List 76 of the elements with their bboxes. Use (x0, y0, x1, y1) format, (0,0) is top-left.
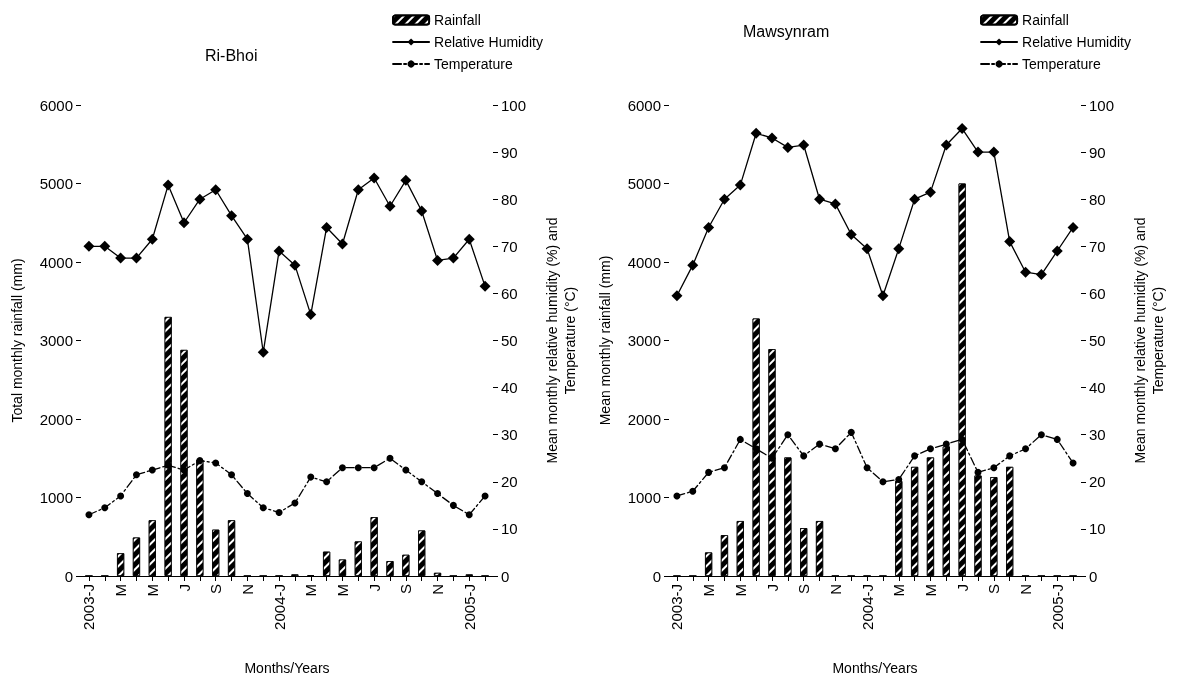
y2-tick-label: 60 (1089, 284, 1106, 302)
y2-tick-label: 0 (1089, 567, 1098, 585)
x-tick-label: J (953, 584, 971, 592)
y2-tick-label: 90 (1089, 143, 1106, 161)
y-axis-title: Total monthly rainfall (mm) (9, 258, 25, 423)
y2-tick-label: 100 (501, 96, 527, 114)
legend-label: Relative Humidity (434, 34, 544, 50)
x-axis-title: Months/Years (244, 660, 330, 676)
y-tick-label: 0 (652, 567, 661, 585)
legend-label: Relative Humidity (1022, 34, 1132, 50)
x-tick-label: M (333, 584, 351, 597)
y2-tick-label: 20 (1089, 473, 1106, 491)
y2-tick-label: 80 (501, 190, 518, 208)
x-tick-label: 2004-J (270, 584, 288, 630)
x-tick-label: M (143, 584, 161, 597)
y-tick-label: 3000 (627, 332, 661, 349)
x-tick-label: N (1017, 584, 1035, 595)
legend-label: Temperature (434, 56, 513, 72)
y2-axis-title: Mean monthly relative humidity (%) and Temperature (°C) (1132, 217, 1166, 464)
x-tick-label: 2004-J (858, 584, 876, 630)
y2-tick-label: 50 (1089, 332, 1106, 349)
y-tick-label: 5000 (39, 175, 73, 192)
y2-axis-title: Mean monthly relative humidity (%) and Temperature (°C) (544, 217, 578, 464)
y2-tick-label: 0 (501, 567, 510, 585)
y-tick-label: 2000 (627, 410, 661, 428)
y2-tick-label: 80 (1089, 190, 1106, 208)
y2-tick-label: 20 (501, 473, 518, 491)
y-tick-label: 0 (64, 567, 73, 585)
y-tick-label: 3000 (39, 332, 73, 349)
x-tick-label: M (731, 584, 749, 597)
x-tick-label: S (985, 584, 1003, 595)
y2-tick-label: 40 (1089, 379, 1106, 397)
x-tick-label: N (826, 584, 844, 595)
x-tick-label: J (175, 584, 193, 592)
y2-tick-label: 100 (1089, 96, 1115, 114)
x-axis-title: Months/Years (832, 660, 918, 676)
y2-tick-label: 10 (501, 520, 518, 538)
x-tick-label: N (429, 584, 447, 595)
x-tick-label: M (890, 584, 908, 597)
chart-title: Ri-Bhoi (205, 46, 258, 64)
x-tick-label: S (207, 584, 225, 595)
x-tick-label: 2005-J (1048, 584, 1066, 630)
x-tick-label: 2003-J (80, 584, 98, 630)
y2-tick-label: 30 (1089, 426, 1106, 444)
chart-title: Mawsynram (743, 22, 830, 40)
x-tick-label: M (921, 584, 939, 597)
y-axis-title: Mean monthly rainfall (mm) (597, 255, 613, 426)
y-tick-label: 6000 (39, 96, 73, 114)
x-tick-label: M (112, 584, 130, 597)
y-tick-label: 5000 (627, 175, 661, 192)
y2-tick-label: 30 (501, 426, 518, 444)
legend-label: Temperature (1022, 56, 1101, 72)
legend-label: Rainfall (1022, 12, 1069, 28)
legend-label: Rainfall (434, 12, 481, 28)
y-tick-label: 4000 (627, 253, 661, 271)
x-tick-label: S (397, 584, 415, 595)
y-tick-label: 1000 (627, 489, 661, 506)
y2-tick-label: 40 (501, 379, 518, 397)
x-tick-label: 2005-J (460, 584, 478, 630)
y2-tick-label: 90 (501, 143, 518, 161)
y-tick-label: 2000 (39, 410, 73, 428)
x-tick-label: S (795, 584, 813, 595)
y-tick-label: 1000 (39, 489, 73, 506)
x-tick-label: 2003-J (668, 584, 686, 630)
x-tick-label: M (700, 584, 718, 597)
y2-tick-label: 50 (501, 332, 518, 349)
y-tick-label: 4000 (39, 253, 73, 271)
y-tick-label: 6000 (627, 96, 661, 114)
y2-tick-label: 70 (1089, 237, 1106, 255)
x-tick-label: J (763, 584, 781, 592)
y2-tick-label: 70 (501, 237, 518, 255)
x-tick-label: N (238, 584, 256, 595)
x-tick-label: J (365, 584, 383, 592)
y2-tick-label: 10 (1089, 520, 1106, 538)
y2-tick-label: 60 (501, 284, 518, 302)
x-tick-label: M (302, 584, 320, 597)
